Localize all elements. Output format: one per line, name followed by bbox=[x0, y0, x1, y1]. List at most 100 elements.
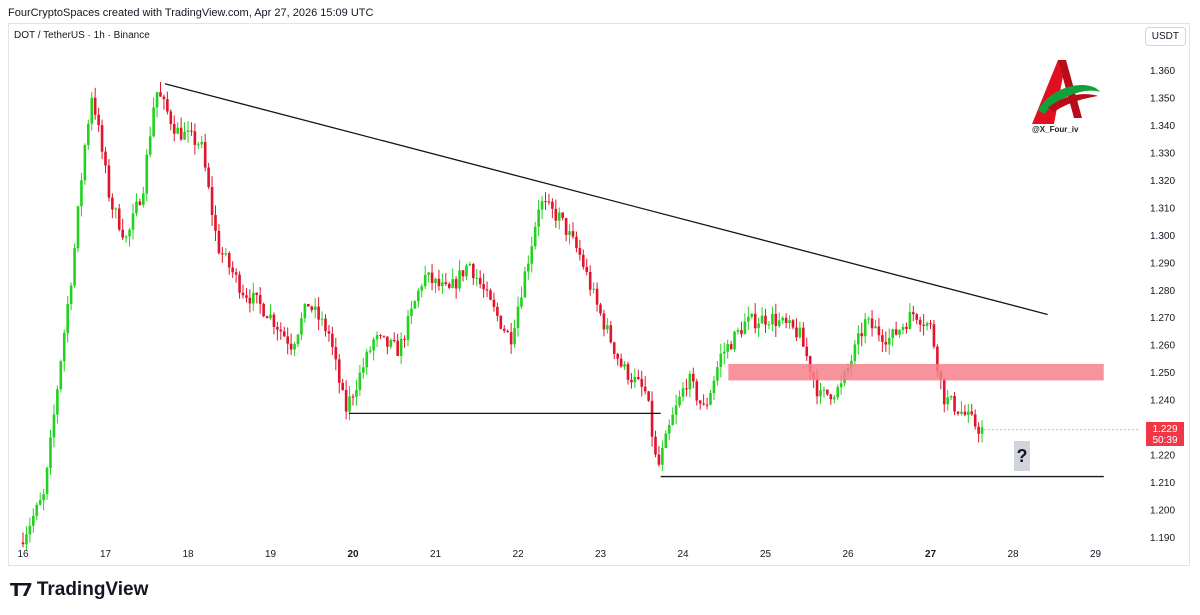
candle-body bbox=[56, 389, 59, 415]
candle-body bbox=[465, 265, 468, 277]
candle-body bbox=[76, 206, 80, 249]
y-tick-label: 1.350 bbox=[1150, 93, 1175, 104]
candle-body bbox=[52, 414, 56, 438]
candle-body bbox=[117, 208, 121, 230]
candle-body bbox=[513, 328, 516, 345]
candle-body bbox=[344, 389, 348, 412]
y-tick-label: 1.250 bbox=[1150, 368, 1175, 379]
candle-body bbox=[107, 165, 111, 198]
bar-countdown: 50:39 bbox=[1152, 435, 1178, 446]
candle-body bbox=[214, 215, 217, 231]
candle-body bbox=[472, 263, 475, 279]
candle-body bbox=[399, 338, 403, 356]
candle-body bbox=[791, 320, 795, 328]
candle-body bbox=[66, 304, 69, 333]
candle-body bbox=[767, 324, 771, 326]
y-tick-label: 1.240 bbox=[1150, 396, 1175, 407]
candle-body bbox=[310, 306, 314, 310]
candle-body bbox=[90, 97, 94, 124]
price-axis[interactable]: 1.360 1.350 1.340 1.330 1.320 1.310 1.300 1.290… bbox=[1150, 66, 1175, 544]
time-axis[interactable]: 16 17 18 19 20 21 22 23 24 25 26 27 28 29 bbox=[17, 549, 1101, 560]
candle-body bbox=[616, 353, 619, 359]
candle-body bbox=[331, 333, 334, 348]
candle-body bbox=[585, 266, 589, 272]
candle-body bbox=[743, 321, 747, 335]
candle-body bbox=[685, 388, 688, 390]
candle-body bbox=[533, 226, 537, 247]
candle-body bbox=[437, 278, 441, 287]
candle-body bbox=[485, 289, 489, 291]
candle-body bbox=[478, 277, 482, 285]
tradingview-logo[interactable]: T7 TradingView bbox=[10, 579, 148, 601]
candle-body bbox=[781, 317, 784, 321]
candle-body bbox=[227, 253, 231, 268]
candle-body bbox=[337, 359, 341, 383]
candle-body bbox=[200, 142, 204, 145]
candle-body bbox=[166, 99, 169, 112]
candle-body bbox=[320, 318, 324, 320]
x-tick-label: 18 bbox=[182, 549, 194, 560]
candle-body bbox=[35, 504, 39, 516]
symbol-title[interactable]: DOT / TetherUS · 1h · Binance bbox=[14, 30, 150, 41]
trendlines bbox=[164, 83, 1140, 478]
candle-body bbox=[430, 272, 434, 284]
candle-body bbox=[197, 144, 200, 146]
candle-body bbox=[599, 304, 602, 314]
candle-body bbox=[898, 329, 901, 335]
candle-body bbox=[877, 326, 881, 336]
candle-body bbox=[609, 325, 613, 343]
x-tick-label: 20 bbox=[347, 549, 359, 560]
candle-body bbox=[722, 351, 726, 354]
candle-body bbox=[375, 335, 379, 340]
candle-body bbox=[461, 270, 465, 277]
candle-body bbox=[881, 335, 884, 342]
candle-body bbox=[640, 378, 644, 387]
candle-body bbox=[733, 331, 736, 350]
candle-body bbox=[248, 297, 252, 304]
candle-body bbox=[657, 454, 661, 465]
candle-body bbox=[977, 426, 980, 434]
candle-body bbox=[874, 326, 877, 329]
candle-body bbox=[836, 387, 839, 398]
candle-body bbox=[582, 254, 585, 267]
candle-body bbox=[520, 297, 523, 307]
candle-body bbox=[152, 107, 155, 137]
candle-body bbox=[303, 303, 307, 319]
candle-body bbox=[678, 396, 681, 406]
x-tick-label: 19 bbox=[265, 549, 277, 560]
candle-body bbox=[245, 295, 248, 298]
candle-body bbox=[49, 437, 52, 468]
y-tick-label: 1.190 bbox=[1150, 533, 1175, 544]
candle-body bbox=[282, 331, 286, 337]
y-tick-label: 1.300 bbox=[1150, 231, 1175, 242]
candle-body bbox=[747, 316, 750, 322]
candle-body bbox=[568, 231, 571, 235]
candle-body bbox=[420, 286, 424, 291]
candle-body bbox=[492, 299, 496, 307]
candle-body bbox=[674, 405, 678, 415]
candle-body bbox=[956, 411, 960, 414]
candle-body bbox=[207, 167, 210, 188]
candle-body bbox=[358, 372, 362, 390]
candle-body bbox=[540, 201, 544, 210]
candle-body bbox=[334, 347, 338, 360]
candle-body bbox=[73, 248, 76, 286]
candle-body bbox=[612, 342, 616, 354]
candle-body bbox=[423, 274, 427, 287]
candle-body bbox=[527, 263, 530, 272]
candle-body bbox=[128, 229, 131, 237]
candle-body bbox=[829, 394, 833, 400]
candle-body bbox=[530, 246, 534, 264]
candle-body bbox=[148, 136, 152, 155]
y-tick-label: 1.340 bbox=[1150, 121, 1175, 132]
candle-body bbox=[42, 494, 45, 501]
candle-body bbox=[468, 263, 472, 266]
currency-button[interactable]: USDT bbox=[1144, 27, 1186, 46]
candle-body bbox=[100, 125, 104, 152]
x-tick-label: 23 bbox=[595, 549, 607, 560]
tradingview-logo-icon: T7 bbox=[10, 579, 33, 601]
candle-body bbox=[293, 344, 296, 350]
candle-body bbox=[949, 395, 953, 398]
y-tick-label: 1.330 bbox=[1150, 148, 1175, 159]
